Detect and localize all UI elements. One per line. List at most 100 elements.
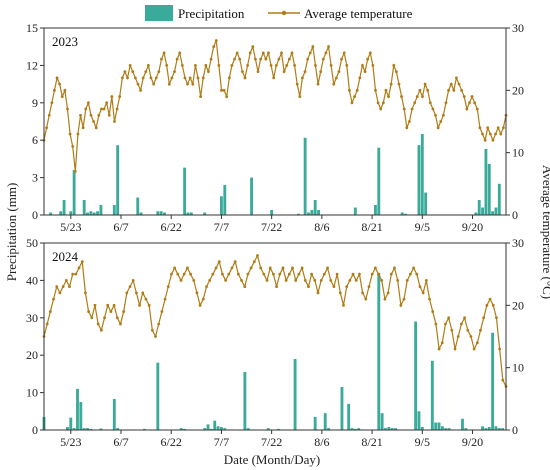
temperature-point [166, 285, 170, 289]
precip-bar [317, 210, 320, 215]
precip-bar [327, 428, 330, 430]
temperature-point [345, 285, 349, 289]
temperature-point [183, 76, 187, 80]
temperature-point [256, 70, 260, 74]
temperature-point [418, 88, 422, 92]
temperature-point [246, 64, 249, 67]
temperature-point [240, 70, 244, 74]
temperature-point [50, 101, 54, 105]
temperature-point [415, 272, 419, 276]
temperature-point [252, 260, 256, 264]
precip-bar [216, 426, 220, 430]
y-right-tick-label: 10 [512, 361, 524, 375]
x-tick-label: 7/22 [261, 435, 282, 449]
temperature-point [86, 101, 90, 105]
temperature-point [412, 266, 415, 270]
temperature-point [131, 279, 135, 282]
temperature-point [426, 88, 430, 92]
temperature-point [94, 126, 98, 130]
temperature-point [366, 57, 370, 61]
precip-bar [59, 211, 63, 215]
temperature-point [483, 138, 487, 142]
temperature-point [321, 57, 325, 61]
temperature-point [66, 107, 69, 111]
temperature-point [428, 297, 431, 301]
temperature-point [84, 291, 87, 295]
temperature-point [259, 57, 263, 61]
precip-bar [49, 212, 53, 215]
temperature-point [428, 101, 432, 105]
temperature-point [287, 272, 291, 276]
precip-bar [374, 205, 377, 215]
precip-bar [183, 428, 187, 430]
temperature-point [272, 76, 276, 80]
temperature-point [277, 57, 281, 61]
temperature-point [384, 88, 388, 92]
y-right-tick-label: 10 [512, 146, 524, 160]
precip-bar [481, 207, 484, 215]
temperature-point [268, 266, 272, 270]
temperature-point [138, 303, 141, 307]
temperature-point [431, 310, 435, 313]
temperature-point [488, 132, 492, 136]
temperature-point [405, 126, 409, 130]
temperature-point [324, 51, 328, 55]
temperature-point [348, 279, 352, 282]
temperature-point [355, 88, 359, 92]
temperature-point [444, 322, 447, 326]
temperature-point [87, 310, 91, 313]
temperature-point [319, 70, 323, 74]
precip-bar [293, 358, 297, 430]
y-left-tick-label: 15 [26, 21, 38, 35]
temperature-point [370, 272, 374, 276]
temperature-point [68, 132, 72, 136]
temperature-point [361, 291, 365, 295]
temperature-point [170, 272, 173, 276]
temperature-point [165, 64, 169, 67]
temperature-point [367, 285, 371, 289]
precip-bar [116, 145, 120, 215]
temperature-point [93, 303, 97, 307]
temperature-point [350, 101, 354, 105]
temperature-point [73, 169, 77, 173]
y-left-tick-label: 0 [32, 423, 38, 437]
precip-bar [487, 163, 491, 215]
temperature-point [485, 303, 489, 307]
temperature-point [329, 279, 333, 282]
precip-bar [491, 211, 495, 215]
temperature-point [472, 347, 476, 351]
temperature-point [112, 303, 116, 307]
temperature-point [462, 95, 466, 98]
temperature-point [265, 279, 269, 282]
temperature-point [154, 76, 158, 80]
temperature-point [376, 101, 380, 105]
precip-bar [307, 212, 310, 215]
temperature-line [43, 253, 507, 387]
temperature-point [188, 76, 192, 80]
panel-2024: 0 10 20 30 40 50 0 10 20 30 5/23 6/7 6/22 7/7 7/22 8/6 8… [26, 236, 524, 449]
temperature-point [162, 51, 166, 55]
temperature-point [488, 297, 492, 301]
precip-bar [434, 422, 438, 430]
legend: Precipitation Average temperature [145, 5, 413, 21]
temperature-point [415, 95, 419, 98]
temperature-point [227, 76, 231, 80]
y-left-tick-label: 40 [26, 273, 38, 287]
temperature-point [338, 291, 342, 295]
temperature-point [300, 266, 304, 270]
temperature-point [207, 70, 210, 74]
temperature-point [478, 126, 482, 130]
precip-bar [266, 428, 270, 430]
temperature-point [329, 64, 333, 67]
temperature-point [176, 272, 180, 276]
temperature-point [122, 310, 126, 313]
temperature-point [354, 279, 358, 282]
temperature-point [455, 76, 458, 80]
temperature-point [212, 45, 216, 49]
precip-bar [86, 428, 89, 430]
temperature-markers [42, 39, 508, 173]
temperature-point [193, 64, 197, 67]
temperature-point [327, 45, 330, 49]
temperature-point [262, 272, 266, 276]
